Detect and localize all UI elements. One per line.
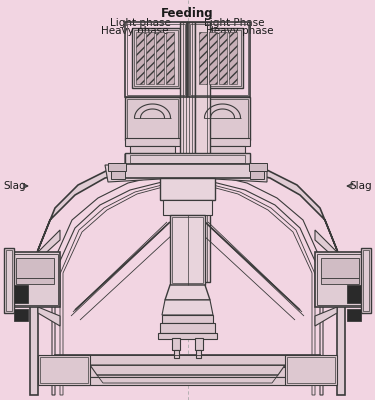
Polygon shape: [38, 230, 60, 260]
Bar: [158, 333, 217, 339]
Bar: [188, 22, 250, 97]
Bar: [219, 32, 227, 84]
Bar: [130, 155, 245, 163]
Bar: [199, 32, 207, 84]
Text: Light Phase: Light Phase: [204, 18, 265, 28]
Bar: [125, 22, 187, 97]
Bar: [321, 258, 359, 278]
Polygon shape: [195, 97, 250, 140]
Bar: [55, 355, 320, 367]
Text: Slag: Slag: [3, 181, 26, 191]
Polygon shape: [160, 178, 215, 200]
Bar: [195, 22, 210, 282]
Bar: [16, 258, 54, 278]
Bar: [127, 24, 185, 95]
Bar: [363, 250, 369, 311]
Bar: [90, 355, 285, 365]
Bar: [180, 22, 195, 282]
Bar: [130, 146, 175, 154]
Polygon shape: [197, 165, 267, 182]
Bar: [190, 24, 248, 95]
Polygon shape: [125, 154, 180, 165]
Text: Feeding: Feeding: [161, 8, 214, 20]
Bar: [249, 163, 267, 171]
Bar: [317, 254, 361, 305]
Bar: [14, 285, 28, 303]
Bar: [60, 367, 315, 377]
Bar: [14, 254, 58, 305]
Bar: [172, 338, 180, 350]
Bar: [195, 338, 203, 350]
Bar: [108, 163, 126, 171]
Bar: [125, 138, 180, 146]
Bar: [134, 30, 178, 86]
Bar: [321, 278, 359, 284]
Bar: [361, 248, 371, 313]
Bar: [172, 217, 203, 283]
Polygon shape: [125, 97, 180, 140]
Polygon shape: [197, 155, 345, 395]
Text: Slag: Slag: [350, 181, 372, 191]
Text: Heavy phase: Heavy phase: [101, 26, 169, 36]
Bar: [180, 22, 195, 282]
Bar: [166, 32, 174, 84]
Bar: [200, 146, 245, 154]
Bar: [162, 315, 213, 323]
Polygon shape: [162, 300, 213, 315]
Bar: [146, 32, 154, 84]
Bar: [229, 32, 237, 84]
Bar: [12, 252, 60, 307]
Polygon shape: [315, 307, 337, 326]
Bar: [118, 164, 257, 178]
Polygon shape: [195, 154, 250, 165]
Polygon shape: [90, 365, 285, 375]
Bar: [195, 28, 243, 88]
Bar: [16, 278, 54, 284]
Bar: [65, 377, 310, 385]
Bar: [156, 32, 164, 84]
Bar: [125, 153, 250, 165]
Polygon shape: [30, 155, 178, 395]
Text: Light phase: Light phase: [110, 18, 171, 28]
Bar: [170, 215, 205, 285]
Bar: [174, 350, 179, 358]
Bar: [132, 28, 180, 88]
Bar: [40, 357, 88, 383]
Bar: [347, 285, 361, 303]
Bar: [111, 171, 125, 179]
Bar: [6, 250, 12, 311]
Bar: [160, 323, 215, 333]
Polygon shape: [165, 285, 210, 300]
Bar: [38, 355, 90, 385]
Bar: [4, 248, 14, 313]
Polygon shape: [163, 200, 212, 215]
Bar: [347, 309, 361, 321]
Bar: [315, 252, 363, 307]
Bar: [195, 138, 250, 146]
Polygon shape: [315, 230, 337, 260]
Bar: [14, 309, 28, 321]
Bar: [197, 30, 241, 86]
Text: Heavy phase: Heavy phase: [206, 26, 274, 36]
Bar: [285, 355, 337, 385]
Bar: [136, 32, 144, 84]
Polygon shape: [38, 307, 60, 326]
Bar: [250, 171, 264, 179]
Polygon shape: [105, 165, 178, 182]
Bar: [209, 32, 217, 84]
Bar: [196, 350, 201, 358]
Bar: [287, 357, 335, 383]
